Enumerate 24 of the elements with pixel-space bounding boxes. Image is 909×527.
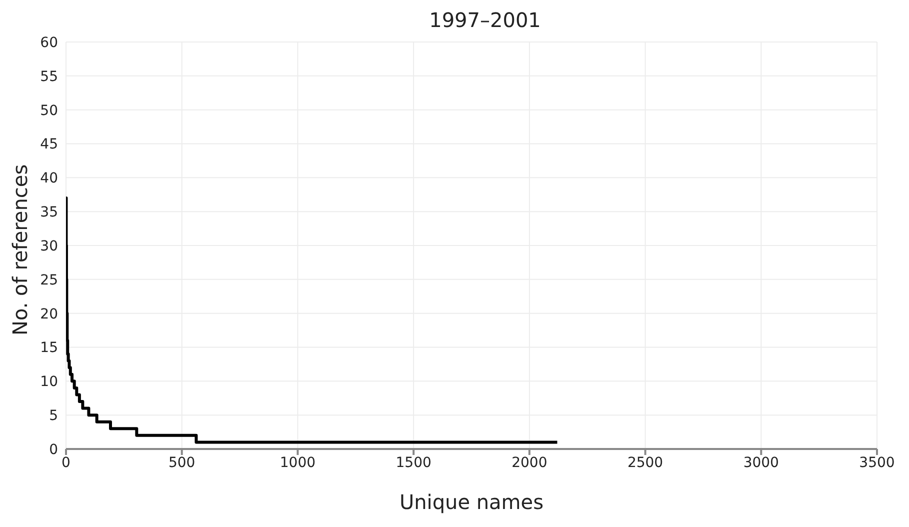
y-tick-label: 35: [40, 204, 58, 221]
y-tick-label: 25: [40, 272, 58, 288]
x-tick-label: 0: [62, 454, 70, 471]
x-tick-label: 3000: [743, 454, 779, 471]
x-tick-label: 500: [168, 454, 196, 471]
y-tick-label: 20: [40, 306, 58, 322]
chart-title: 1997–2001: [428, 8, 542, 32]
y-axis-title: No. of references: [8, 164, 32, 336]
x-tick-label: 2500: [627, 454, 664, 471]
x-tick-label: 1000: [280, 454, 316, 471]
x-tick-label: 1500: [396, 454, 432, 471]
y-tick-label: 5: [49, 408, 58, 424]
y-tick-label: 30: [40, 238, 58, 254]
y-tick-label: 0: [49, 442, 58, 458]
y-tick-label: 15: [40, 340, 58, 356]
x-axis-title: Unique names: [399, 490, 544, 514]
x-tick-label: 2000: [512, 454, 548, 471]
y-tick-label: 10: [40, 374, 58, 390]
y-tick-label: 55: [40, 68, 58, 85]
y-tick-label: 60: [40, 34, 58, 51]
y-tick-label: 40: [40, 170, 58, 187]
x-tick-label: 3500: [859, 454, 895, 471]
y-tick-label: 50: [40, 102, 58, 119]
y-tick-label: 45: [40, 136, 58, 153]
